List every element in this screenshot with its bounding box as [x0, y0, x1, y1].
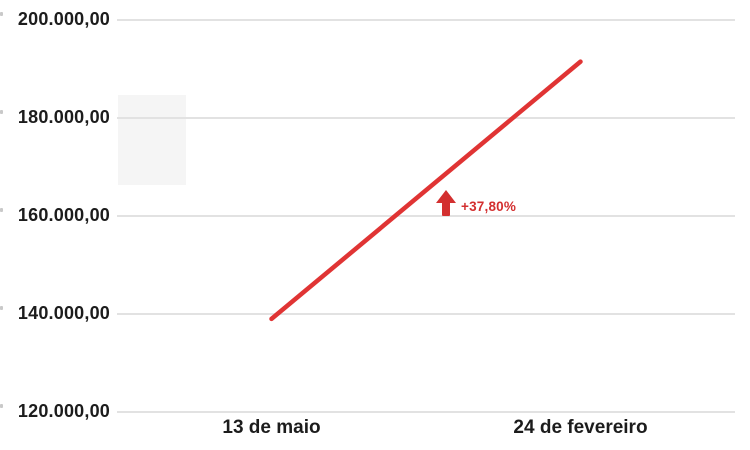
gridline: [117, 411, 735, 413]
left-edge-tick: [0, 110, 3, 114]
left-edge-tick: [0, 208, 3, 212]
background-artifact: [118, 95, 186, 185]
y-axis-tick-label: 180.000,00: [17, 107, 110, 127]
percent-change-label: +37,80%: [461, 199, 517, 214]
up-arrow-icon: [436, 190, 456, 203]
left-edge-tick: [0, 12, 3, 16]
y-axis-tick-label: 200.000,00: [17, 9, 110, 29]
gridline: [117, 215, 735, 217]
y-axis-tick-label: 120.000,00: [17, 401, 110, 421]
y-axis-tick-label: 140.000,00: [17, 303, 110, 323]
x-axis-label-end: 24 de fevereiro: [513, 417, 648, 438]
trend-line: [269, 59, 583, 322]
up-arrow-shaft: [442, 201, 450, 216]
gridline: [117, 19, 735, 21]
left-edge-tick: [0, 306, 3, 310]
gridline: [117, 117, 735, 119]
y-axis-tick-label: 160.000,00: [17, 205, 110, 225]
x-axis-label-start: 13 de maio: [222, 417, 321, 438]
left-edge-tick: [0, 404, 3, 408]
gridline: [117, 313, 735, 315]
